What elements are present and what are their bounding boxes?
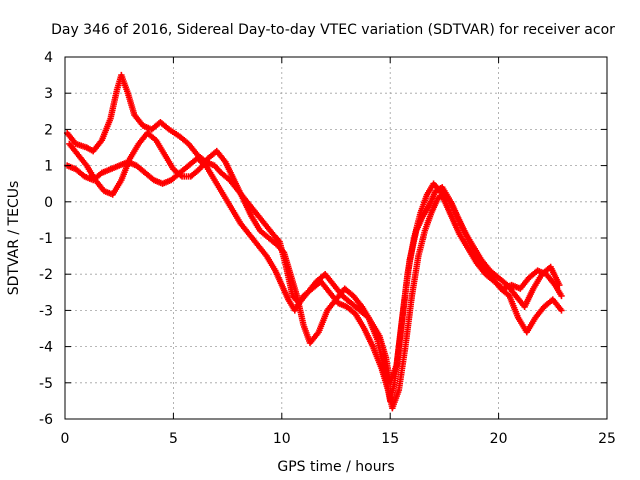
y-axis-label: SDTVAR / TECUs	[6, 181, 22, 296]
y-tick-label: 4	[44, 50, 53, 66]
y-tick-label: -5	[39, 376, 53, 392]
x-tick-label: 5	[169, 431, 178, 447]
chart-title: Day 346 of 2016, Sidereal Day-to-day VTE…	[51, 22, 615, 38]
tick-layer: 0 5 10 15 20 25 -6 -5 -4 -3 -2 -1 0 1 2 3 4	[39, 50, 616, 447]
y-tick-label: 0	[44, 195, 53, 211]
x-tick-label: 15	[381, 431, 399, 447]
data-point-marker	[556, 281, 563, 289]
y-tick-label: -6	[39, 412, 53, 428]
data-point-marker	[558, 307, 565, 314]
data-series-2	[63, 155, 565, 412]
y-tick-label: 3	[44, 86, 53, 102]
x-tick-label: 0	[61, 431, 70, 447]
y-tick-label: -3	[39, 303, 53, 319]
data-point-marker	[558, 292, 565, 300]
data-series-3	[66, 129, 563, 386]
y-tick-label: 2	[44, 122, 53, 138]
y-tick-label: -1	[39, 231, 53, 247]
y-tick-label: 1	[44, 159, 53, 175]
y-tick-label: -2	[39, 267, 53, 283]
x-axis-label: GPS time / hours	[277, 459, 394, 475]
grid-layer	[65, 57, 607, 419]
y-tick-label: -4	[39, 340, 53, 356]
x-tick-label: 25	[598, 431, 616, 447]
x-tick-label: 20	[490, 431, 508, 447]
data-layer	[63, 71, 565, 412]
data-series-1	[63, 71, 565, 405]
x-tick-label: 10	[273, 431, 291, 447]
